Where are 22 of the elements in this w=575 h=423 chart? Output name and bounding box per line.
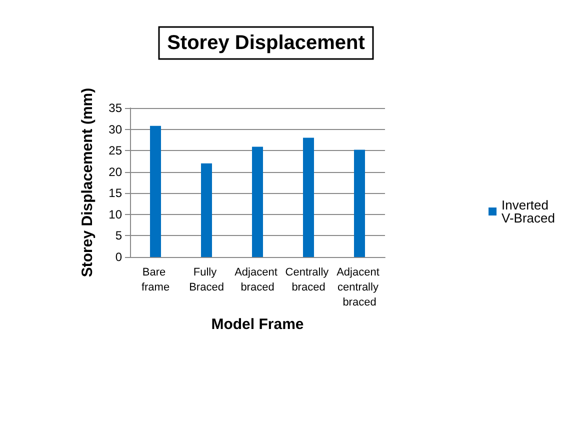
y-tick-label: 30 — [108, 122, 122, 136]
x-tick-label: Adjacent centrally braced — [336, 266, 382, 308]
bar — [150, 126, 161, 257]
bar — [354, 150, 365, 257]
x-axis-title: Model Frame — [211, 316, 304, 333]
y-axis-title: Storey Displacement (mm) — [79, 88, 96, 278]
chart-title: Storey Displacement — [167, 32, 366, 54]
bar — [252, 146, 263, 257]
y-tick-label: 0 — [115, 250, 122, 264]
y-tick-label: 35 — [108, 101, 122, 115]
y-tick-label: 20 — [108, 164, 122, 179]
x-tick-label: Centrally braced — [285, 266, 332, 294]
bar — [201, 163, 212, 257]
legend-label: Inverted V-Braced — [502, 198, 556, 226]
x-tick-label: Adjacent braced — [234, 266, 280, 294]
y-tick-label: 15 — [108, 186, 122, 200]
y-tick-label: 25 — [108, 144, 122, 158]
y-tick-label: 5 — [115, 228, 122, 243]
bar — [303, 138, 314, 257]
y-tick-label: 10 — [108, 207, 122, 222]
x-tick-label: Fully Braced — [189, 266, 224, 294]
x-tick-label: Bare frame — [141, 266, 170, 294]
